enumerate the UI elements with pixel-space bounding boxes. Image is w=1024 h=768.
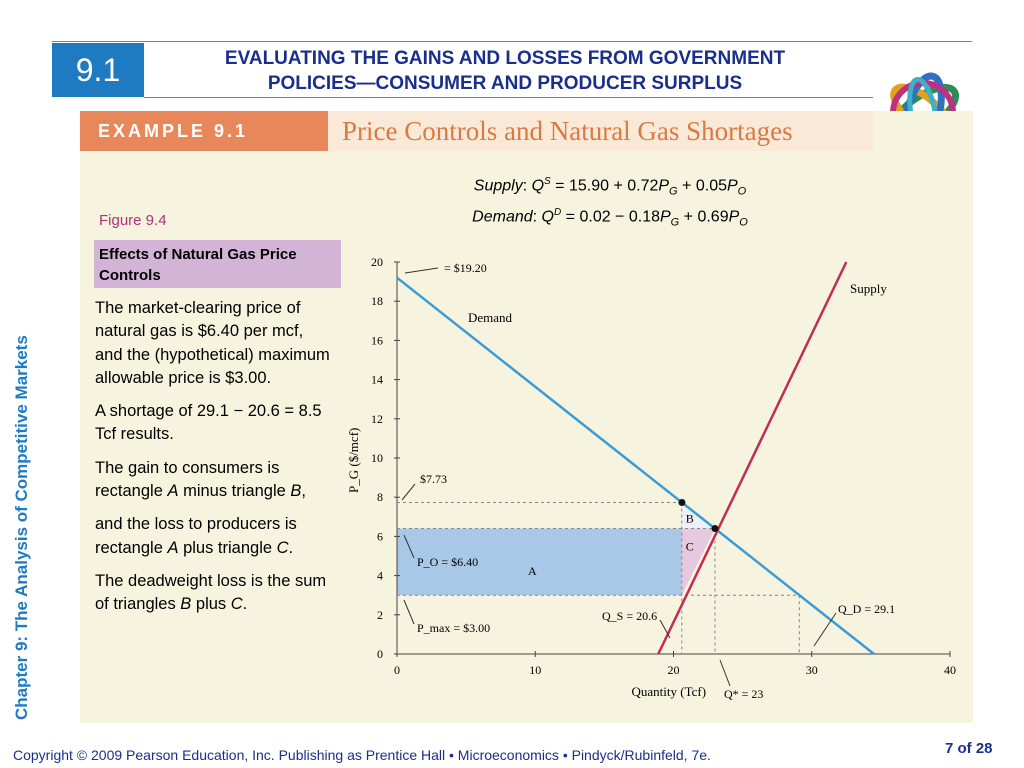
demand-eq-label: Demand [472, 208, 533, 226]
qd-label: Q_D = 29.1 [838, 602, 895, 616]
point-equilibrium [711, 525, 719, 533]
slide-title: EVALUATING THE GAINS AND LOSSES FROM GOV… [160, 46, 850, 96]
body-paragraph-3: The gain to consumers is rectangle A min… [95, 458, 306, 501]
example-header: EXAMPLE 9.1 Price Controls and Natural G… [80, 111, 873, 161]
po-arrow [403, 534, 415, 559]
high-price-label: $7.73 [420, 472, 447, 486]
y-tick-label: 16 [371, 333, 383, 347]
demand-equation: Demand: QD = 0.02 − 0.18PG + 0.69PO [472, 207, 748, 229]
y-tick-label: 4 [377, 569, 383, 583]
x-axis-title: Quantity (Tcf) [632, 684, 707, 699]
pmax-label: P_max = $3.00 [417, 621, 490, 635]
top-rule [52, 41, 972, 42]
footer-copyright: Copyright © 2009 Pearson Education, Inc.… [13, 747, 711, 763]
point-high-price [678, 498, 686, 506]
x-tick-label: 20 [668, 663, 680, 677]
example-panel [80, 111, 973, 723]
y-tick-label: 6 [377, 529, 383, 543]
chapter-side-label: Chapter 9: The Analysis of Competitive M… [12, 335, 31, 720]
qs-arrow [659, 619, 671, 639]
figure-caption: Effects of Natural Gas Price Controls [94, 240, 341, 288]
qstar-arrow [719, 659, 731, 687]
x-tick-label: 0 [394, 663, 400, 677]
figure-label: Figure 9.4 [99, 212, 167, 229]
intercept-arrow [404, 267, 439, 274]
y-tick-label: 8 [377, 490, 383, 504]
region-c-label: C [686, 540, 694, 554]
y-tick-label: 2 [377, 608, 383, 622]
x-tick-label: 40 [944, 663, 956, 677]
region-b-label: B [686, 512, 694, 526]
body-paragraph-2: A shortage of 29.1 − 20.6 = 8.5 Tcf resu… [95, 402, 322, 444]
po-label: P_O = $6.40 [417, 555, 478, 569]
qd-arrow [813, 612, 837, 647]
intercept-label: = $19.20 [444, 261, 487, 275]
page-number: 7 of 28 [945, 740, 993, 757]
body-paragraph-5: The deadweight loss is the sum of triang… [95, 571, 327, 614]
x-tick-label: 10 [529, 663, 541, 677]
example-tag: EXAMPLE 9.1 [80, 111, 328, 151]
y-tick-label: 20 [371, 255, 383, 269]
y-axis-title: P_G ($/mcf) [346, 428, 361, 493]
supply-eq-label: Supply [473, 177, 523, 195]
example-title: Price Controls and Natural Gas Shortages [328, 111, 873, 151]
supply-curve-label: Supply [850, 281, 887, 296]
high-price-arrow [401, 483, 416, 501]
x-tick-label: 30 [806, 663, 818, 677]
title-line-2: POLICIES—CONSUMER AND PRODUCER SURPLUS [267, 73, 743, 94]
y-tick-label: 14 [371, 373, 383, 387]
pmax-arrow [403, 599, 415, 625]
curve-demand [396, 276, 875, 655]
y-tick-label: 10 [371, 451, 383, 465]
y-tick-label: 18 [371, 294, 383, 308]
section-number: 9.1 [52, 43, 144, 97]
demand-curve-label: Demand [468, 310, 513, 325]
title-rule [144, 97, 874, 98]
natural-gas-chart: 0 2 4 6 8 10 12 14 16 18 20 0 10 20 30 40 Demand Supply BC… [346, 255, 956, 701]
qs-label: Q_S = 20.6 [602, 609, 657, 623]
body-text: The market-clearing price of natural gas… [95, 297, 335, 627]
title-line-1: EVALUATING THE GAINS AND LOSSES FROM GOV… [224, 48, 786, 69]
body-paragraph-4: and the loss to producers is rectangle A… [95, 515, 297, 557]
region-a-label: A [528, 564, 537, 578]
curve-supply [657, 261, 848, 655]
supply-equation: Supply: QS = 15.90 + 0.72PG + 0.05PO [473, 176, 747, 198]
area-a [397, 528, 682, 596]
y-tick-label: 0 [377, 647, 383, 661]
body-paragraph-1: The market-clearing price of natural gas… [95, 299, 330, 387]
qstar-label: Q* = 23 [724, 687, 763, 701]
area-c [681, 528, 715, 596]
y-tick-label: 12 [371, 412, 383, 426]
